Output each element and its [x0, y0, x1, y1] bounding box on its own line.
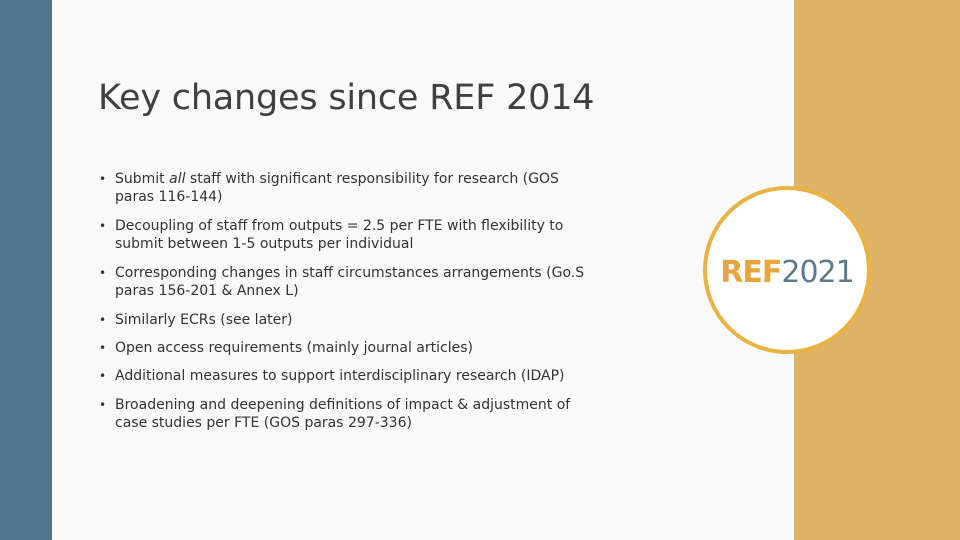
bullet-list: • Submit all staff with significant respo…	[99, 170, 599, 432]
logo-wordmark: REF2021	[707, 256, 867, 290]
bullet-text: Submit	[115, 171, 170, 187]
bullet-text: Similarly ECRs (see later)	[115, 312, 293, 328]
bullet-text: staff with significant responsibility fo…	[115, 171, 559, 205]
bullet-item: • Broadening and deepening definitions of…	[99, 396, 599, 432]
bullet-item: • Open access requirements (mainly journa…	[99, 339, 599, 357]
bullet-dot-icon: •	[99, 369, 107, 383]
bullet-dot-icon: •	[99, 219, 107, 233]
bullet-item: • Corresponding changes in staff circumst…	[99, 264, 599, 300]
bullet-item: • Similarly ECRs (see later)	[99, 311, 599, 329]
bullet-text: Additional measures to support interdisc…	[115, 368, 565, 384]
bullet-dot-icon: •	[99, 398, 107, 412]
left-accent-bar	[0, 0, 52, 540]
logo-year-text: 2021	[781, 255, 854, 290]
bullet-dot-icon: •	[99, 313, 107, 327]
logo-ref-text: REF	[720, 255, 782, 290]
bullet-text: Decoupling of staff from outputs = 2.5 p…	[115, 218, 564, 252]
bullet-text: Open access requirements (mainly journal…	[115, 340, 473, 356]
slide-title: Key changes since REF 2014	[98, 78, 595, 118]
bullet-emphasis: all	[169, 171, 186, 187]
bullet-text: Corresponding changes in staff circumsta…	[115, 265, 585, 299]
bullet-item: • Submit all staff with significant respo…	[99, 170, 599, 206]
bullet-item: • Decoupling of staff from outputs = 2.5 …	[99, 217, 599, 253]
bullet-dot-icon: •	[99, 172, 107, 186]
bullet-item: • Additional measures to support interdis…	[99, 367, 599, 385]
bullet-dot-icon: •	[99, 266, 107, 280]
bullet-text: Broadening and deepening definitions of …	[115, 397, 571, 431]
bullet-dot-icon: •	[99, 341, 107, 355]
ref2021-logo: REF2021	[703, 186, 871, 354]
